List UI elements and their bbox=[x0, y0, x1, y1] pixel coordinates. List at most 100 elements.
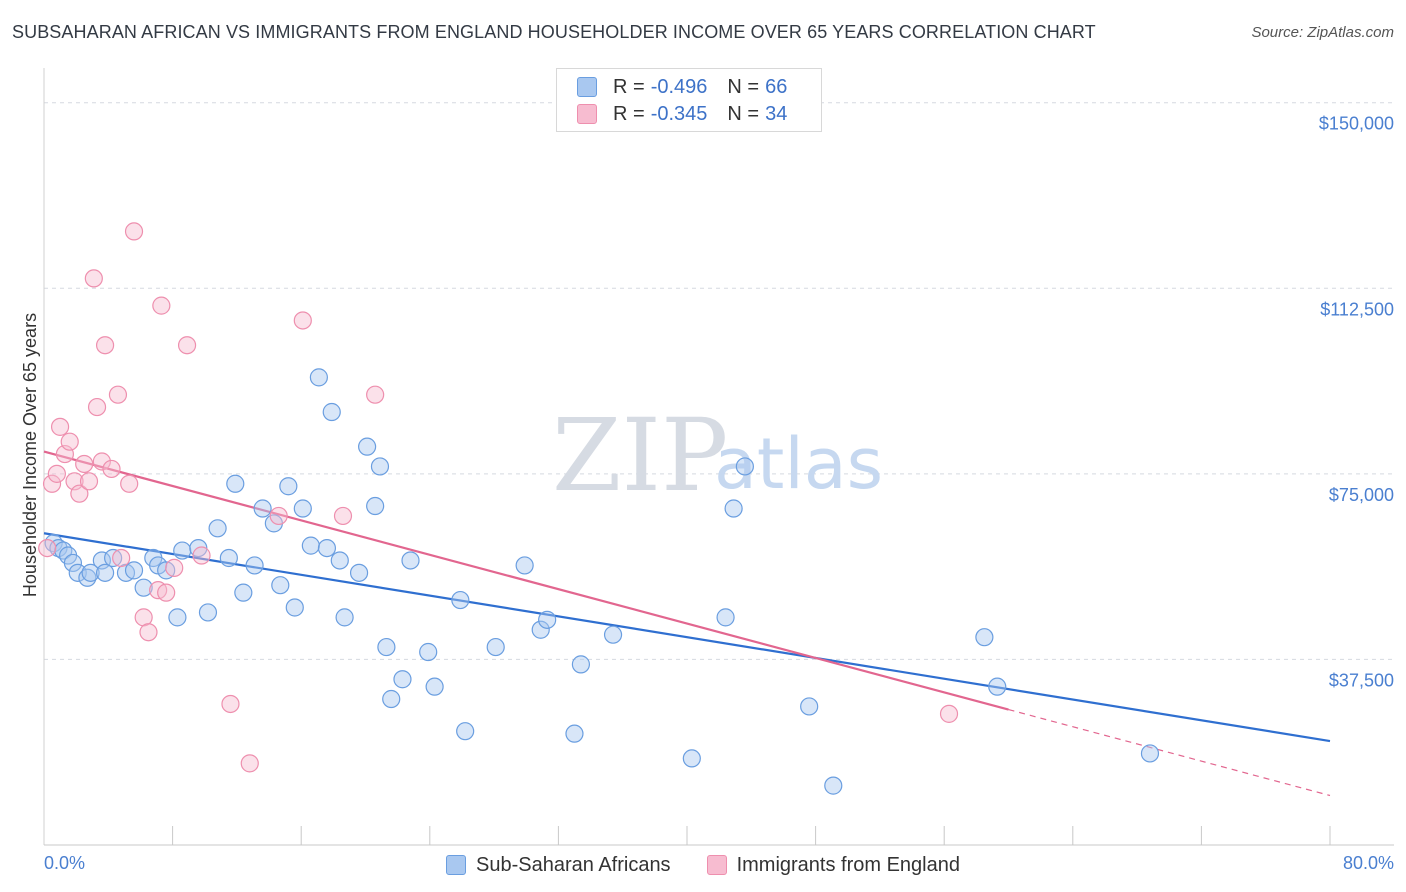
data-point bbox=[451, 590, 470, 610]
trend-line-england-extension bbox=[1008, 708, 1331, 797]
data-point bbox=[1140, 744, 1160, 763]
data-point bbox=[269, 506, 288, 526]
data-point bbox=[219, 548, 238, 568]
data-point bbox=[120, 474, 139, 493]
data-point bbox=[124, 561, 144, 580]
chart-title: SUBSAHARAN AFRICAN VS IMMIGRANTS FROM EN… bbox=[12, 22, 1096, 42]
data-point bbox=[152, 296, 171, 315]
data-point bbox=[177, 336, 197, 355]
y-tick-label: $37,500 bbox=[1329, 670, 1394, 690]
legend-r-value: -0.496 bbox=[650, 75, 708, 98]
legend-row-subsaharan: R = -0.496 N = 66 bbox=[577, 73, 787, 101]
series-england bbox=[38, 222, 959, 773]
data-point bbox=[271, 576, 290, 595]
data-point bbox=[800, 697, 819, 716]
correlation-legend: R = -0.496 N = 66 R = -0.345 N = 34 bbox=[556, 68, 822, 132]
data-point bbox=[716, 608, 735, 627]
watermark-zip: ZIP bbox=[552, 397, 728, 514]
legend-swatch-blue bbox=[446, 855, 466, 875]
data-point bbox=[173, 541, 192, 560]
data-point bbox=[401, 551, 420, 570]
source-credit: Source: ZipAtlas.com bbox=[1251, 24, 1394, 41]
legend-r-value: -0.345 bbox=[650, 102, 708, 125]
data-point bbox=[382, 689, 401, 709]
y-tick-labels: $37,500 $75,000 $112,500 $150,000 bbox=[1319, 114, 1394, 691]
trend-line-england bbox=[43, 450, 1009, 711]
data-point bbox=[42, 474, 62, 493]
legend-swatch-pink bbox=[577, 104, 597, 124]
data-point bbox=[70, 484, 89, 503]
data-point bbox=[735, 457, 754, 476]
data-point bbox=[234, 583, 253, 602]
data-point bbox=[358, 437, 377, 456]
data-point bbox=[157, 583, 176, 602]
data-point bbox=[515, 556, 534, 575]
legend-item-subsaharan[interactable]: Sub-Saharan Africans bbox=[446, 854, 671, 877]
watermark-atlas: atlas bbox=[714, 423, 883, 505]
data-point bbox=[824, 776, 843, 795]
data-point bbox=[349, 563, 369, 582]
data-point bbox=[309, 368, 328, 387]
data-point bbox=[112, 548, 131, 568]
legend-n-value: 66 bbox=[765, 75, 788, 98]
data-point bbox=[538, 610, 557, 629]
data-point bbox=[139, 623, 158, 642]
data-point bbox=[322, 402, 341, 422]
data-point bbox=[92, 452, 111, 471]
data-point bbox=[240, 754, 259, 773]
data-point bbox=[939, 704, 959, 723]
axes bbox=[43, 68, 1394, 846]
data-point bbox=[317, 538, 337, 558]
y-tick-label: $112,500 bbox=[1320, 299, 1394, 319]
data-point bbox=[293, 311, 312, 330]
data-point bbox=[79, 472, 99, 491]
data-point bbox=[565, 724, 584, 743]
legend-swatch-blue bbox=[577, 77, 597, 97]
trend-line-subsaharan bbox=[43, 532, 1331, 743]
legend-n-value: 34 bbox=[765, 102, 788, 125]
data-point bbox=[78, 568, 97, 587]
data-point bbox=[68, 563, 87, 582]
legend-item-england[interactable]: Immigrants from England bbox=[706, 853, 960, 877]
data-point bbox=[335, 608, 354, 627]
y-axis-label: Householder Income Over 65 years bbox=[20, 313, 40, 597]
data-points bbox=[38, 222, 1160, 795]
legend-label-england: Immigrants from England bbox=[736, 853, 960, 876]
legend-n-label: N = bbox=[727, 102, 760, 125]
data-point bbox=[366, 385, 385, 404]
data-point bbox=[168, 608, 187, 627]
data-point bbox=[724, 499, 743, 518]
series-legend: Sub-Saharan Africans Immigrants from Eng… bbox=[0, 851, 1406, 879]
data-point bbox=[50, 417, 70, 436]
x-tick-min: 0.0% bbox=[44, 853, 85, 873]
x-tick-max: 80.0% bbox=[1343, 853, 1394, 873]
data-point bbox=[198, 603, 218, 622]
data-point bbox=[425, 677, 444, 696]
series-subsaharan bbox=[44, 368, 1160, 795]
y-tick-label: $150,000 bbox=[1319, 114, 1394, 134]
data-point bbox=[95, 563, 115, 582]
data-point bbox=[95, 336, 115, 355]
data-point bbox=[84, 269, 103, 288]
data-point bbox=[988, 677, 1007, 696]
data-point bbox=[63, 553, 83, 573]
data-point bbox=[301, 536, 320, 555]
data-point bbox=[124, 222, 144, 241]
data-point bbox=[81, 563, 100, 582]
data-point bbox=[571, 655, 591, 674]
data-point bbox=[370, 457, 390, 476]
data-point bbox=[333, 506, 353, 526]
data-point bbox=[279, 477, 298, 496]
data-point bbox=[226, 474, 245, 493]
legend-r-label: R = bbox=[613, 75, 645, 98]
data-point bbox=[47, 464, 66, 483]
data-point bbox=[330, 551, 349, 570]
data-point bbox=[456, 722, 475, 741]
trend-lines bbox=[43, 450, 1331, 797]
data-point bbox=[419, 642, 438, 662]
gridlines bbox=[44, 102, 1394, 660]
y-tick-label: $75,000 bbox=[1329, 485, 1394, 505]
data-point bbox=[75, 454, 94, 474]
data-point bbox=[108, 385, 128, 404]
